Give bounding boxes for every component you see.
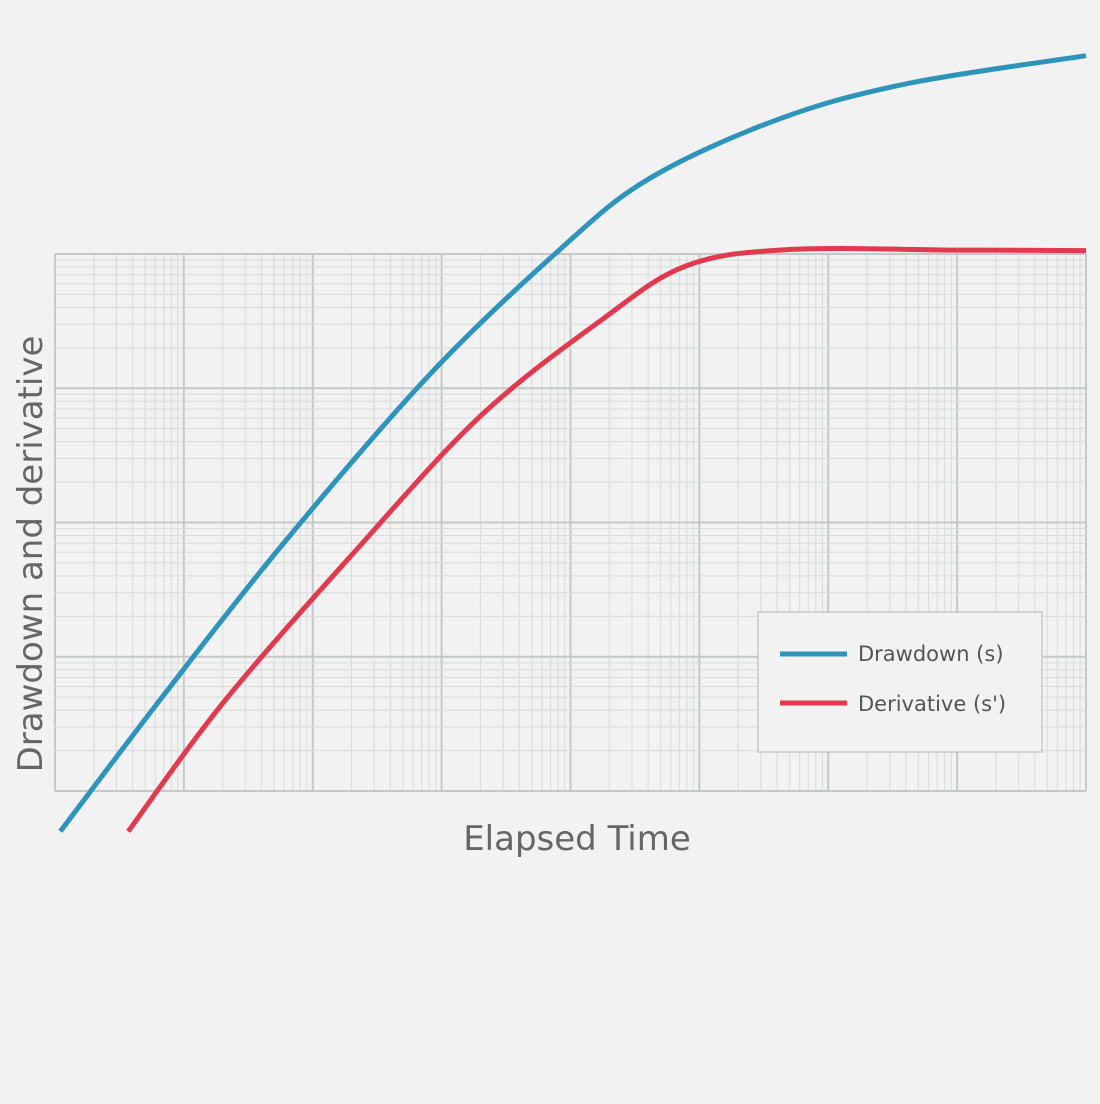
legend: Drawdown (s) Derivative (s'): [757, 611, 1043, 753]
legend-box: [757, 611, 1043, 753]
grid: [54, 253, 1087, 792]
series-line-derivative: [126, 245, 1087, 833]
series-line-drawdown: [58, 53, 1087, 833]
legend-label-derivative: Derivative (s'): [858, 692, 1006, 716]
x-axis-label: Elapsed Time: [463, 819, 691, 859]
series-layer: [58, 53, 1087, 833]
legend-label-drawdown: Drawdown (s): [858, 642, 1004, 666]
y-axis-label: Drawdown and derivative: [11, 336, 51, 773]
